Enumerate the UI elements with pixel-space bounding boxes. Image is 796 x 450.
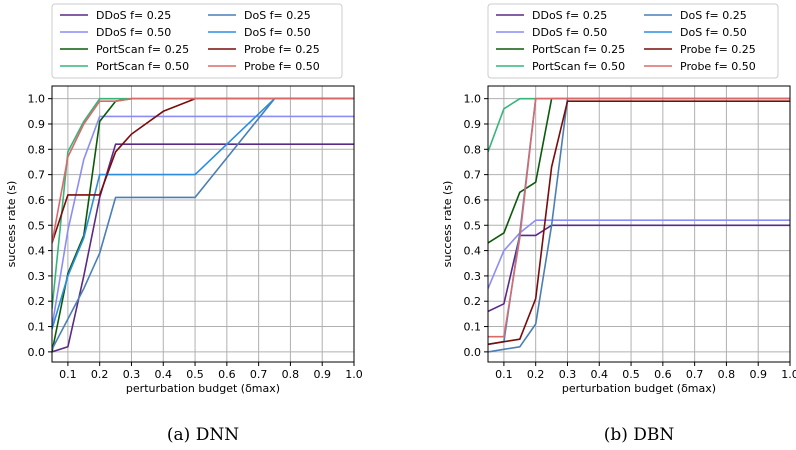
plot-frame: [51, 85, 355, 363]
legend-entry: Probe f= 0.50: [680, 60, 756, 73]
panel-caption: (b) DBN: [604, 425, 675, 445]
y-tick-label: 0.1: [28, 321, 46, 334]
legend-box: [487, 3, 779, 79]
series-line: [488, 219, 790, 289]
y-tick-label: 0.5: [28, 219, 46, 232]
legend-entry: DDoS f= 0.25: [96, 9, 171, 22]
legend-entry: Probe f= 0.25: [244, 43, 320, 56]
series-line: [52, 97, 354, 330]
y-tick-label: 0.2: [464, 295, 482, 308]
x-tick-label: 0.6: [654, 368, 672, 381]
series-group: [488, 97, 790, 353]
x-tick-label: 0.1: [59, 368, 77, 381]
x-tick-label: 0.8: [282, 368, 300, 381]
y-axis-label: success rate (s): [441, 181, 454, 268]
legend-entry: DDoS f= 0.50: [532, 26, 607, 39]
series-line: [52, 143, 354, 353]
y-tick-label: 0.2: [28, 295, 46, 308]
y-tick-label: 1.0: [464, 93, 482, 106]
legend-entry: Probe f= 0.50: [244, 60, 320, 73]
y-tick-label: 0.1: [464, 321, 482, 334]
x-tick-label: 0.7: [250, 368, 268, 381]
y-tick-label: 0.7: [28, 169, 46, 182]
legend-entry: PortScan f= 0.50: [532, 60, 625, 73]
x-axis-label: perturbation budget (δmax): [126, 382, 280, 395]
x-tick-label: 0.9: [313, 368, 331, 381]
x-tick-label: 0.7: [686, 368, 704, 381]
y-tick-label: 0.8: [28, 143, 46, 156]
x-tick-label: 0.5: [622, 368, 640, 381]
x-tick-label: 0.1: [495, 368, 513, 381]
legend-entry: Probe f= 0.25: [680, 43, 756, 56]
y-tick-label: 0.8: [464, 143, 482, 156]
y-tick-label: 0.3: [464, 270, 482, 283]
x-tick-label: 1.0: [781, 368, 796, 381]
y-tick-label: 0.5: [464, 219, 482, 232]
series-line: [52, 97, 354, 350]
legend-entry: PortScan f= 0.50: [96, 60, 189, 73]
x-tick-label: 0.2: [527, 368, 545, 381]
x-tick-label: 1.0: [345, 368, 363, 381]
legend-entry: PortScan f= 0.25: [96, 43, 189, 56]
plot-frame: [487, 85, 791, 363]
legend-entry: DDoS f= 0.25: [532, 9, 607, 22]
legend-entry: DoS f= 0.25: [680, 9, 747, 22]
x-axis-label: perturbation budget (δmax): [562, 382, 716, 395]
y-tick-label: 0.6: [464, 194, 482, 207]
x-tick-label: 0.2: [91, 368, 109, 381]
x-tick-label: 0.9: [749, 368, 767, 381]
series-line: [488, 224, 790, 313]
y-tick-label: 0.4: [464, 245, 482, 258]
x-tick-label: 0.8: [718, 368, 736, 381]
panel-dbn: 0.1 0.2 0.3 0.4 0.5 0.6 0.7 0.8 0.9 1.0 0.0 0.1 0.2 0…: [441, 3, 796, 445]
x-tick-label: 0.4: [155, 368, 173, 381]
panel-dnn: 0.1 0.2 0.3 0.4 0.5 0.6 0.7 0.8 0.9 1.0 0.0 0.1 0.2 0…: [5, 3, 363, 445]
series-group: [52, 97, 354, 353]
y-tick-label: 0.9: [464, 118, 482, 131]
x-tick-label: 0.3: [559, 368, 577, 381]
series-line: [52, 97, 354, 309]
y-tick-label: 0.9: [28, 118, 46, 131]
y-tick-label: 0.6: [28, 194, 46, 207]
y-tick-label: 1.0: [28, 93, 46, 106]
series-line: [52, 115, 354, 327]
y-axis-label: success rate (s): [5, 181, 18, 268]
legend-entry: DDoS f= 0.50: [96, 26, 171, 39]
y-tick-label: 0.4: [28, 245, 46, 258]
legend-entry: DoS f= 0.50: [244, 26, 311, 39]
legend-entry: PortScan f= 0.25: [532, 43, 625, 56]
series-line: [488, 97, 790, 338]
x-tick-label: 0.6: [218, 368, 236, 381]
panel-caption: (a) DNN: [167, 425, 239, 445]
x-tick-label: 0.5: [186, 368, 204, 381]
y-tick-label: 0.0: [28, 346, 46, 359]
x-tick-label: 0.4: [591, 368, 609, 381]
y-tick-label: 0.3: [28, 270, 46, 283]
series-line: [52, 97, 354, 244]
x-tick-label: 0.3: [123, 368, 141, 381]
y-tick-label: 0.7: [464, 169, 482, 182]
legend-entry: DoS f= 0.50: [680, 26, 747, 39]
legend-box: [51, 3, 343, 79]
legend-entry: DoS f= 0.25: [244, 9, 311, 22]
series-line: [52, 97, 354, 244]
y-tick-label: 0.0: [464, 346, 482, 359]
series-line: [488, 100, 790, 346]
